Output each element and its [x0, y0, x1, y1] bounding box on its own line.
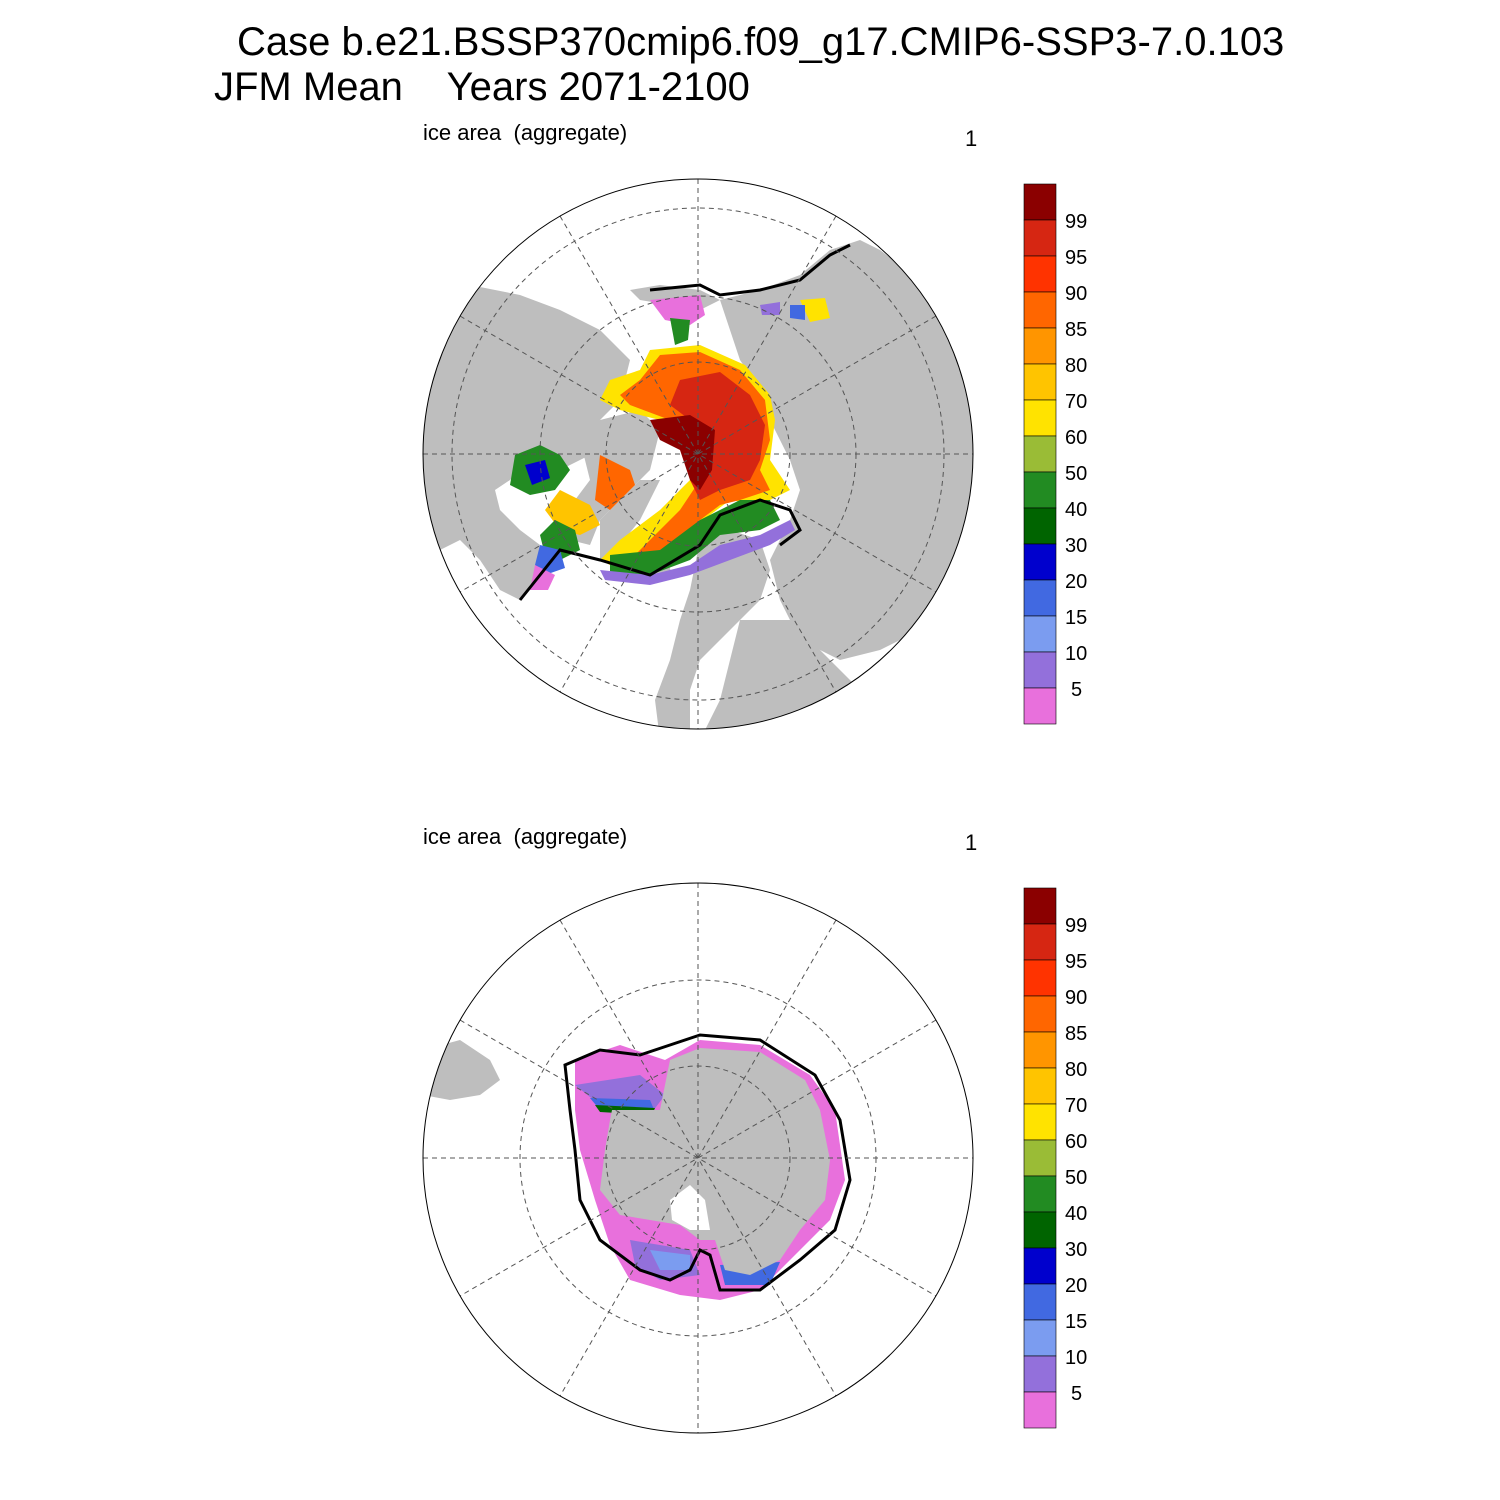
north-colorbar-label: 40 [1065, 499, 1087, 521]
north-colorbar: 99 95 90 85 80 70 60 50 40 30 20 15 10 5 [1023, 183, 1087, 725]
south-colorbar-box [1023, 1211, 1057, 1249]
north-colorbar-box [1023, 651, 1057, 689]
south-colorbar-label: 5 [1071, 1383, 1082, 1405]
north-colorbar-box [1023, 327, 1057, 365]
north-colorbar-label: 70 [1065, 391, 1087, 413]
north-colorbar-label: 60 [1065, 427, 1087, 449]
figure-title-line2: JFM Mean Years 2071-2100 [214, 65, 750, 109]
north-grid [423, 179, 973, 729]
south-panel-title: ice area (aggregate) [423, 824, 628, 849]
north-colorbar-box [1023, 507, 1057, 545]
north-colorbar-label: 85 [1065, 319, 1087, 341]
south-colorbar-label: 90 [1065, 987, 1087, 1009]
figure-title-line1: Case b.e21.BSSP370cmip6.f09_g17.CMIP6-SS… [237, 20, 1285, 64]
south-colorbar-box [1023, 1355, 1057, 1393]
south-colorbar-label: 99 [1065, 915, 1087, 937]
north-colorbar-box [1023, 255, 1057, 293]
north-colorbar-box [1023, 615, 1057, 653]
arctic-ice-edge-contour [518, 243, 851, 601]
north-map-border [422, 178, 974, 730]
south-colorbar: 99 95 90 85 80 70 60 50 40 30 20 15 10 5 [1023, 887, 1087, 1429]
arctic-map [422, 178, 974, 730]
south-colorbar-label: 15 [1065, 1311, 1087, 1333]
antarctic-map [422, 882, 974, 1434]
antarctica-land [600, 1048, 830, 1275]
north-colorbar-box [1023, 363, 1057, 401]
south-colorbar-box [1023, 1319, 1057, 1357]
south-colorbar-box [1023, 1031, 1057, 1069]
north-colorbar-box [1023, 471, 1057, 509]
south-grid [423, 883, 973, 1433]
south-colorbar-label: 30 [1065, 1239, 1087, 1261]
south-colorbar-label: 50 [1065, 1167, 1087, 1189]
north-colorbar-label: 20 [1065, 571, 1087, 593]
arctic-sea-ice [510, 295, 830, 590]
north-colorbar-label: 95 [1065, 247, 1087, 269]
south-colorbar-box [1023, 923, 1057, 961]
south-colorbar-label: 70 [1065, 1095, 1087, 1117]
north-colorbar-box [1023, 219, 1057, 257]
south-colorbar-label: 10 [1065, 1347, 1087, 1369]
south-colorbar-label: 80 [1065, 1059, 1087, 1081]
south-colorbar-box [1023, 1283, 1057, 1321]
north-panel-label: 1 [965, 126, 978, 151]
north-colorbar-label: 5 [1071, 679, 1082, 701]
south-colorbar-label: 95 [1065, 951, 1087, 973]
south-panel-label: 1 [965, 830, 978, 855]
north-colorbar-label: 50 [1065, 463, 1087, 485]
north-colorbar-label: 15 [1065, 607, 1087, 629]
south-colorbar-label: 20 [1065, 1275, 1087, 1297]
south-colorbar-box [1023, 959, 1057, 997]
antarctic-ice-edge-contour [563, 1033, 852, 1292]
south-colorbar-box [1023, 1103, 1057, 1141]
north-colorbar-box [1023, 579, 1057, 617]
north-colorbar-box [1023, 183, 1057, 221]
south-colorbar-box [1023, 887, 1057, 925]
south-colorbar-box [1023, 1175, 1057, 1213]
north-panel-title: ice area (aggregate) [423, 120, 628, 145]
north-colorbar-label: 80 [1065, 355, 1087, 377]
north-colorbar-label: 90 [1065, 283, 1087, 305]
south-colorbar-label: 85 [1065, 1023, 1087, 1045]
south-colorbar-box [1023, 1247, 1057, 1285]
north-colorbar-box [1023, 399, 1057, 437]
ross-sea [670, 1185, 710, 1230]
south-colorbar-label: 40 [1065, 1203, 1087, 1225]
south-map-border [422, 882, 974, 1434]
north-colorbar-label: 10 [1065, 643, 1087, 665]
north-colorbar-label: 30 [1065, 535, 1087, 557]
north-colorbar-box [1023, 435, 1057, 473]
south-colorbar-label: 60 [1065, 1131, 1087, 1153]
north-colorbar-box [1023, 543, 1057, 581]
south-colorbar-box [1023, 995, 1057, 1033]
south-colorbar-box [1023, 1391, 1057, 1429]
north-colorbar-box [1023, 291, 1057, 329]
south-colorbar-box [1023, 1067, 1057, 1105]
north-colorbar-box [1023, 687, 1057, 725]
north-colorbar-label: 99 [1065, 211, 1087, 233]
south-colorbar-box [1023, 1139, 1057, 1177]
